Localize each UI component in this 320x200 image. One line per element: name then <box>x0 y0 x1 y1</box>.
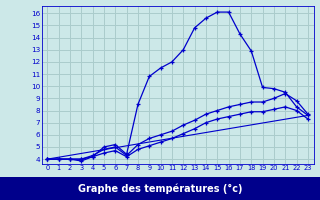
Text: Graphe des températures (°c): Graphe des températures (°c) <box>78 183 242 194</box>
